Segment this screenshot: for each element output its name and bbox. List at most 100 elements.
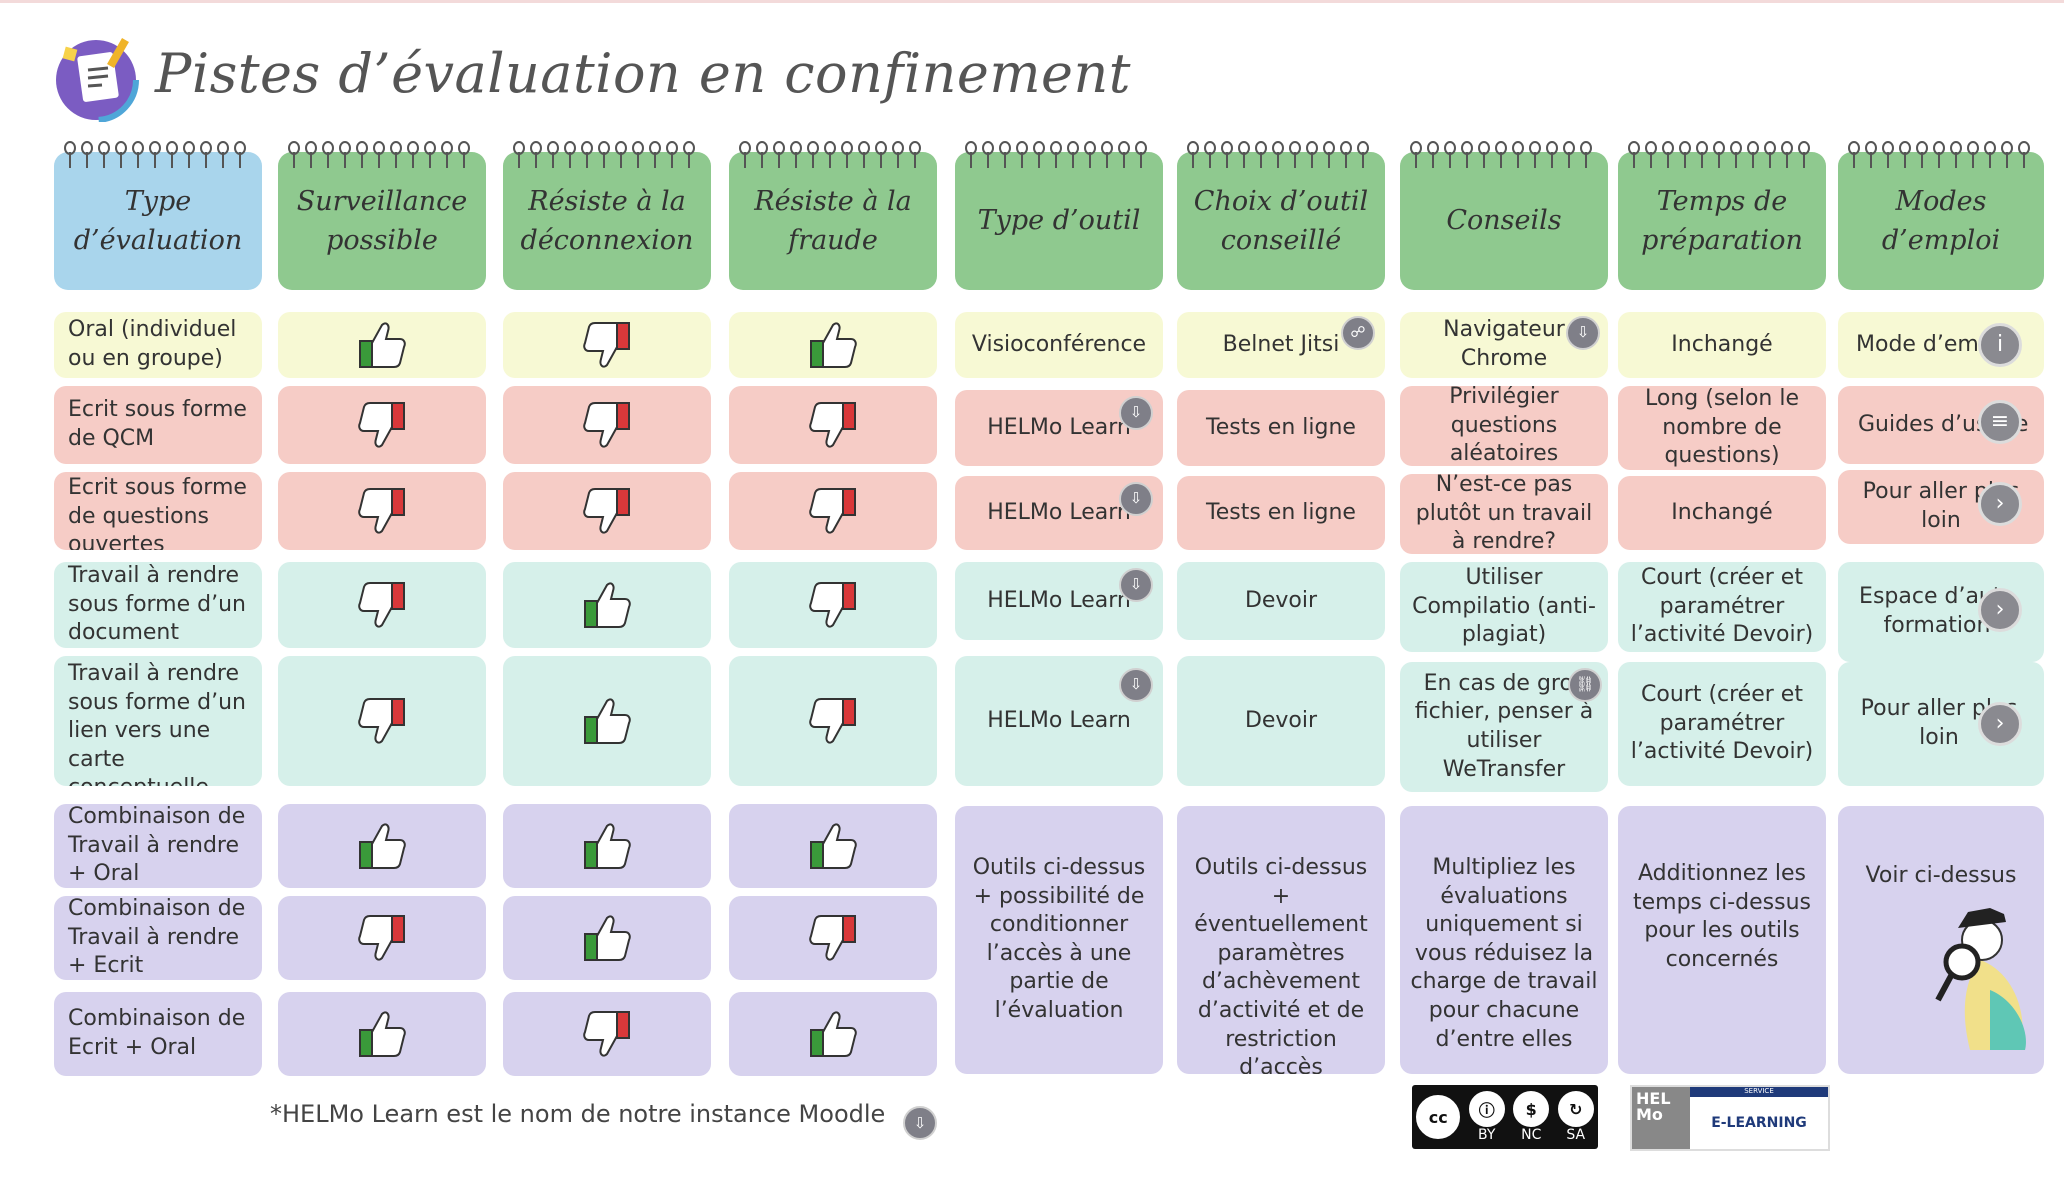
- header-conseils: Conseils: [1400, 152, 1608, 290]
- conseils-r2: Privilégier questions aléatoires: [1400, 386, 1608, 466]
- thumb-cell: [278, 656, 486, 786]
- modes-r4[interactable]: Espace d’auto formation ›: [1838, 562, 2044, 662]
- modes-r3[interactable]: Pour aller plus loin ›: [1838, 470, 2044, 544]
- detective-illustration: [1935, 908, 2026, 1050]
- modes-r5[interactable]: Pour aller plus loin ›: [1838, 662, 2044, 786]
- thumb-cell: [503, 562, 711, 648]
- choix-r3: Tests en ligne: [1177, 476, 1385, 550]
- row-type-oral: Oral (individuel ou en groupe): [54, 312, 262, 378]
- conseils-r1: Navigateur Chrome ⇩: [1400, 312, 1608, 378]
- license-label: BY: [1478, 1127, 1496, 1143]
- conseils-r4: Utiliser Compilatio (anti-plagiat): [1400, 562, 1608, 652]
- moodle-badge-icon: ⇩: [1119, 396, 1153, 430]
- thumbs-up-icon: [584, 582, 631, 628]
- choix-r5: Devoir: [1177, 656, 1385, 786]
- row-type-label: Travail à rendre sous forme d’un lien ve…: [68, 661, 246, 786]
- choix-r4: Devoir: [1177, 562, 1385, 640]
- thumb-cell: [729, 656, 937, 786]
- header-temps-label: Temps de préparation: [1641, 185, 1803, 256]
- thumb-cell: [729, 386, 937, 464]
- thumb-cell: [278, 562, 486, 648]
- choix-r1: Belnet Jitsi ☍: [1177, 312, 1385, 378]
- row-type-label: Combinaison de Travail à rendre + Oral: [68, 804, 246, 887]
- choix-label: Outils ci-dessus + éventuellement paramè…: [1194, 855, 1368, 1074]
- thumbs-up-icon: [359, 823, 406, 869]
- temps-label: Inchangé: [1671, 499, 1773, 525]
- row-type-label: Combinaison de Travail à rendre + Ecrit: [68, 896, 246, 979]
- cc-icon: cc: [1416, 1095, 1461, 1139]
- header-fraude: Résiste à la fraude: [729, 152, 937, 290]
- temps-label: Additionnez les temps ci-dessus pour les…: [1633, 861, 1811, 972]
- row-type-questions: Ecrit sous forme de questions ouvertes: [54, 472, 262, 550]
- thumbs-up-icon: [359, 322, 406, 368]
- thumb-cell: [278, 804, 486, 888]
- thumbs-down-icon: [583, 1011, 630, 1057]
- nc-icon: $: [1513, 1091, 1550, 1127]
- header-modes: Modes d’emploi: [1838, 152, 2044, 290]
- chevron-right-icon[interactable]: ›: [1978, 702, 2022, 746]
- download-badge-icon[interactable]: ⇩: [1566, 316, 1600, 350]
- choix-label: Tests en ligne: [1206, 414, 1356, 440]
- header-choix-label: Choix d’outil conseillé: [1193, 185, 1369, 256]
- link-badge-icon[interactable]: ⛓: [1568, 668, 1602, 702]
- thumb-cell: [503, 472, 711, 550]
- conseils-label: Utiliser Compilatio (anti-plagiat): [1412, 565, 1596, 648]
- thumbs-up-icon: [359, 1011, 406, 1057]
- modes-r1[interactable]: Mode d’emploi i: [1838, 312, 2044, 378]
- spiral-binding-icon: [1410, 141, 1592, 168]
- thumb-cell: [729, 312, 937, 378]
- thumb-cell: [729, 804, 937, 888]
- conseils-label: Navigateur Chrome: [1443, 317, 1565, 371]
- temps-r3: Inchangé: [1618, 476, 1826, 550]
- thumbs-down-icon: [809, 698, 856, 744]
- creative-commons-license[interactable]: cc ⓘ BY $ NC ↻ SA: [1412, 1085, 1598, 1149]
- helmo-logo-service: SERVICE: [1690, 1087, 1828, 1097]
- sa-icon: ↻: [1557, 1091, 1594, 1127]
- license-label: SA: [1566, 1127, 1586, 1143]
- header-surveillance: Surveillance possible: [278, 152, 486, 290]
- temps-label: Long (selon le nombre de questions): [1645, 386, 1799, 469]
- spiral-binding-icon: [1848, 141, 2030, 168]
- outil-r1: Visioconférence: [955, 312, 1163, 378]
- header-deconnexion: Résiste à la déconnexion: [503, 152, 711, 290]
- chevron-right-icon[interactable]: ›: [1978, 588, 2022, 632]
- header-modes-label: Modes d’emploi: [1881, 185, 2001, 256]
- spiral-binding-icon: [288, 141, 470, 168]
- thumb-cell: [503, 804, 711, 888]
- row-type-combo-ecrit-oral: Combinaison de Ecrit + Oral: [54, 992, 262, 1076]
- thumb-cell: [503, 896, 711, 980]
- row-type-label: Ecrit sous forme de QCM: [68, 397, 247, 451]
- thumb-cell: [278, 896, 486, 980]
- info-icon[interactable]: i: [1978, 323, 2022, 367]
- modes-label: Voir ci-dessus: [1865, 863, 2017, 888]
- thumbs-down-icon: [809, 915, 856, 961]
- outil-r5: HELMo Learn ⇩: [955, 656, 1163, 786]
- spiral-binding-icon: [739, 141, 921, 168]
- temps-r5: Court (créer et paramétrer l’activité De…: [1618, 662, 1826, 786]
- choix-label: Devoir: [1244, 707, 1318, 733]
- choix-label: Tests en ligne: [1206, 499, 1356, 525]
- header-outil-label: Type d’outil: [977, 205, 1141, 237]
- footnote: *HELMo Learn est le nom de notre instanc…: [270, 1100, 886, 1128]
- conseils-r3: N’est-ce pas plutôt un travail à rendre?: [1400, 474, 1608, 554]
- temps-label: Inchangé: [1671, 331, 1773, 357]
- chevron-right-icon[interactable]: ›: [1978, 482, 2022, 526]
- thumbs-down-icon: [583, 322, 630, 368]
- thumb-cell: [729, 992, 937, 1076]
- modes-r2[interactable]: Guides d’usage ≡: [1838, 386, 2044, 464]
- link-badge-icon[interactable]: ☍: [1341, 316, 1375, 350]
- thumbs-down-icon: [809, 582, 856, 628]
- thumb-cell: [278, 386, 486, 464]
- header-deconnexion-label: Résiste à la déconnexion: [520, 185, 694, 256]
- row-type-travail-lien: Travail à rendre sous forme d’un lien ve…: [54, 656, 262, 786]
- thumb-cell: [503, 312, 711, 378]
- license-nc: $ NC: [1513, 1091, 1550, 1143]
- moodle-badge-icon: ⇩: [1119, 668, 1153, 702]
- menu-icon[interactable]: ≡: [1978, 400, 2022, 444]
- conseils-label: Privilégier questions aléatoires: [1449, 386, 1559, 466]
- by-icon: ⓘ: [1468, 1091, 1505, 1127]
- outil-label: HELMo Learn: [987, 707, 1131, 733]
- temps-combo: Additionnez les temps ci-dessus pour les…: [1618, 806, 1826, 1074]
- document-logo-icon: [53, 37, 139, 122]
- spiral-binding-icon: [1187, 141, 1369, 168]
